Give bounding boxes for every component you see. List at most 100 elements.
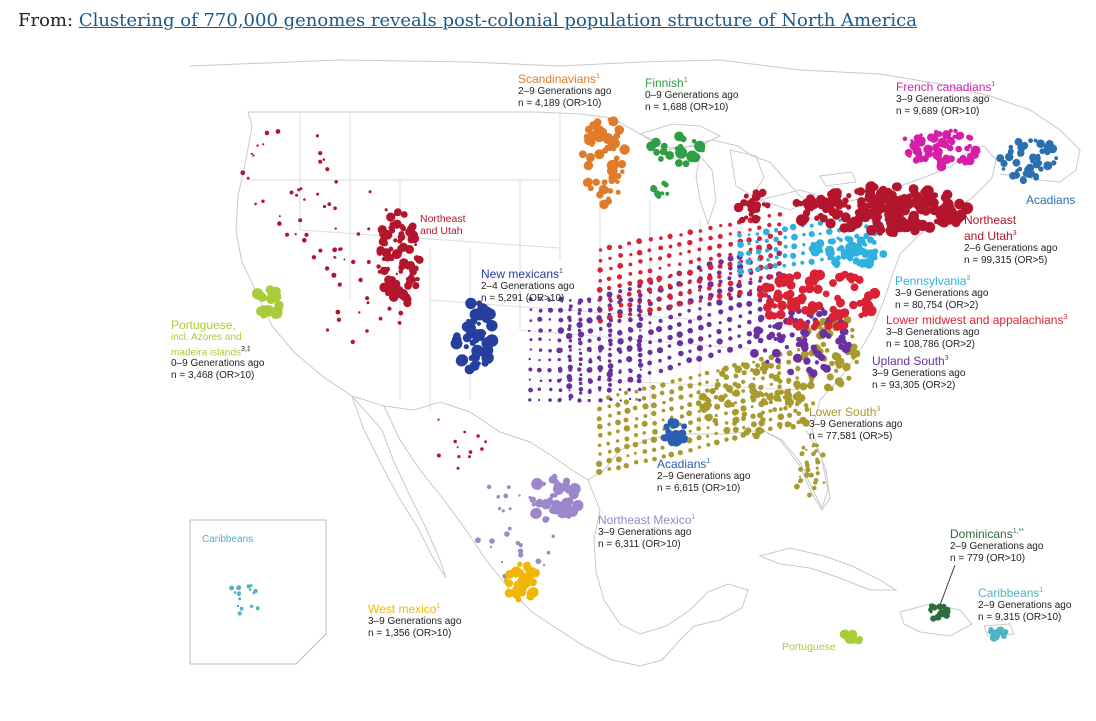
lower-midwest-dot xyxy=(824,321,833,331)
central-dot xyxy=(598,388,601,392)
acadians-ne-dot xyxy=(1017,152,1022,157)
upland-south-dot xyxy=(707,313,712,317)
central-dot xyxy=(528,297,533,302)
central-dot xyxy=(558,397,562,402)
northeast-dot xyxy=(865,202,872,209)
northeast-mexico-dot xyxy=(531,502,536,507)
lower-south-dot xyxy=(670,379,675,384)
west-scatter-dot xyxy=(366,301,370,305)
lower-midwest-dot xyxy=(836,298,845,308)
pennsylvania-dot xyxy=(764,265,769,270)
lower-midwest-dot xyxy=(617,283,622,289)
utah-dot xyxy=(399,291,404,296)
pennsylvania-dot xyxy=(820,257,824,262)
central-dot xyxy=(528,367,533,372)
lower-midwest-dot xyxy=(792,321,800,329)
lower-south-dot xyxy=(606,441,611,446)
lower-south-dot xyxy=(753,390,761,399)
pennsylvania-dot xyxy=(814,243,820,250)
new-mexicans-dot xyxy=(484,336,490,342)
scandinavians-dot xyxy=(615,179,620,185)
lower-midwest-dot xyxy=(607,285,612,291)
lower-south-dot xyxy=(778,407,783,411)
lower-midwest-dot xyxy=(793,271,802,280)
map-outlines xyxy=(189,59,1081,667)
acadians-ne-dot xyxy=(1036,140,1041,145)
northeast-mexico-dot xyxy=(531,478,543,490)
west-dot xyxy=(325,167,330,172)
upland-south-dot xyxy=(637,352,643,358)
scandinavians-dot xyxy=(590,139,596,145)
utah-dot xyxy=(408,233,415,241)
pennsylvania-dot xyxy=(773,227,779,233)
new-mexicans-dot xyxy=(472,336,480,344)
northeast-mexico-dot xyxy=(508,507,512,511)
florida-dot xyxy=(801,445,806,450)
west-scatter-dot xyxy=(397,321,402,325)
upland-south-dot xyxy=(727,346,733,353)
west-scatter-dot xyxy=(331,272,337,278)
puerto-rico-outline xyxy=(983,623,1015,637)
northeast-dot xyxy=(923,187,930,195)
northeast-dot xyxy=(882,204,891,213)
upland-south-dot xyxy=(607,382,613,387)
west-dot xyxy=(264,130,270,135)
new-mexicans-dot xyxy=(474,351,481,358)
lower-south-dot xyxy=(834,368,839,373)
lower-midwest-dot xyxy=(777,261,781,265)
central-dot xyxy=(558,358,561,361)
new-mexicans-dot xyxy=(486,320,498,332)
central-dot xyxy=(627,387,631,392)
lower-south-dot xyxy=(623,463,629,469)
upland-south-dot xyxy=(718,321,722,325)
lower-south-dot xyxy=(750,397,757,403)
dominicans-dot xyxy=(943,612,950,619)
pennsylvania-dot xyxy=(773,247,779,252)
northeast-dot xyxy=(907,213,919,225)
finnish-dot xyxy=(674,131,684,142)
west-scatter-dot xyxy=(334,227,337,230)
lower-south-dot xyxy=(784,388,791,396)
northeast-dot xyxy=(903,223,912,232)
florida-dot xyxy=(815,457,819,462)
lower-south-dot xyxy=(755,363,760,368)
caribbeans-inset-dot xyxy=(249,604,254,608)
lower-south-dot xyxy=(670,415,674,419)
upland-south-dot xyxy=(608,333,612,338)
pennsylvania-dot xyxy=(755,266,761,273)
west-dot xyxy=(303,198,306,201)
utah-dot xyxy=(399,258,409,268)
lower-midwest-dot xyxy=(698,237,703,242)
lower-midwest-dot xyxy=(687,249,691,254)
acadians-la-dot xyxy=(683,435,688,440)
lower-south-dot xyxy=(696,390,701,395)
florida-dot xyxy=(815,466,819,470)
central-dot xyxy=(617,318,622,323)
southwest-dot xyxy=(463,430,467,434)
lower-south-dot xyxy=(793,380,801,388)
french-canadians-dot xyxy=(902,136,908,142)
lower-midwest-dot xyxy=(658,256,663,261)
central-dot xyxy=(638,316,644,322)
lower-south-dot xyxy=(688,393,694,398)
pennsylvania-dot xyxy=(808,258,815,265)
lower-south-dot xyxy=(750,413,756,419)
lower-south-dot xyxy=(713,439,720,446)
lower-south-dot xyxy=(660,445,665,450)
lower-midwest-dot xyxy=(627,302,633,308)
lower-midwest-dot xyxy=(798,296,806,305)
upland-south-dot xyxy=(677,312,682,317)
northeast-dot xyxy=(871,183,879,191)
lake-ontario xyxy=(819,171,857,187)
lower-south-dot xyxy=(634,424,638,429)
upland-south-dot xyxy=(656,347,664,354)
lower-south-dot xyxy=(652,428,658,435)
central-dot xyxy=(618,309,622,313)
central-dot xyxy=(628,368,633,374)
scandinavians-dot xyxy=(615,173,622,179)
lower-midwest-dot xyxy=(668,244,673,249)
lower-midwest-dot xyxy=(833,321,843,331)
article-link[interactable]: Clustering of 770,000 genomes reveals po… xyxy=(78,10,917,31)
lower-south-dot xyxy=(687,383,693,389)
central-dot xyxy=(608,347,612,351)
